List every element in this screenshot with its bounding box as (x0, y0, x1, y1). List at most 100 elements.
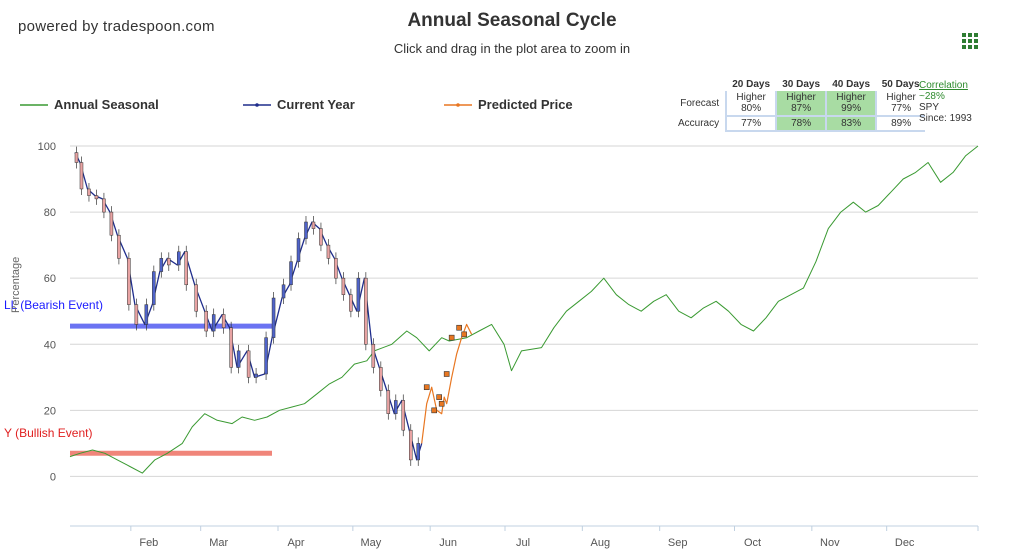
candle (229, 327, 233, 368)
legend-item-current-year[interactable]: Current Year (243, 97, 355, 112)
current-year-line (74, 152, 423, 461)
x-tick-label: Oct (744, 537, 761, 549)
grid-menu-icon[interactable] (962, 33, 980, 51)
x-tick-label: Jul (516, 537, 530, 549)
predicted-marker (438, 400, 445, 407)
candle (304, 221, 308, 239)
candle (152, 271, 156, 305)
candle (379, 367, 383, 391)
accuracy-cell-50: 89% (875, 116, 926, 132)
correlation-value: ~28% (919, 91, 945, 102)
predicted-marker (448, 334, 455, 341)
candle (194, 284, 198, 312)
y-tick-label: 40 (44, 339, 56, 351)
candle (134, 304, 139, 325)
line-swatch-icon (243, 102, 271, 107)
candle (109, 211, 114, 236)
candle (159, 258, 164, 272)
legend-label: Annual Seasonal (54, 97, 159, 112)
candle (289, 261, 293, 286)
legend-item-annual-seasonal[interactable]: Annual Seasonal (20, 97, 159, 112)
candle (221, 314, 226, 328)
candle (416, 443, 420, 461)
legend-label: Current Year (277, 97, 355, 112)
candle (127, 258, 131, 305)
chart-subtitle: Click and drag in the plot area to zoom … (393, 41, 631, 56)
y-tick-label: 60 (44, 273, 56, 285)
legend-item-predicted-price[interactable]: Predicted Price (444, 97, 573, 112)
candle (184, 251, 188, 286)
x-tick-label: Nov (820, 537, 840, 549)
candle (144, 304, 149, 325)
y-tick-label: 0 (50, 471, 56, 483)
accuracy-cell-20: 77% (725, 116, 777, 132)
candle (371, 344, 376, 368)
predicted-marker (456, 324, 462, 331)
candle (87, 188, 91, 196)
legend-label: Predicted Price (478, 97, 573, 112)
candle (281, 284, 286, 299)
candle (102, 198, 106, 213)
bearish-event-label: LL (Bearish Event) (4, 298, 103, 312)
forecast-label: Forecast (680, 98, 720, 109)
x-tick-label: May (360, 537, 381, 549)
candle (236, 350, 241, 368)
x-tick-label: Sep (668, 537, 688, 549)
predicted-marker (461, 331, 467, 338)
candle (409, 429, 413, 461)
x-tick-label: Jun (439, 537, 457, 549)
y-tick-label: 80 (44, 207, 56, 219)
predicted-marker (423, 384, 430, 391)
accuracy-label: Accuracy (678, 118, 720, 129)
candle (349, 294, 353, 312)
x-tick-label: Aug (591, 537, 611, 549)
candle (311, 221, 316, 229)
correlation-box: Correlation ~28% SPY Since: 1993 (919, 80, 972, 124)
y-tick-label: 100 (38, 141, 56, 153)
x-tick-label: Feb (139, 537, 158, 549)
header-40-days: 40 Days (832, 79, 871, 90)
candle (319, 228, 323, 246)
candle (401, 400, 406, 431)
accuracy-cell-30: 78% (775, 116, 827, 132)
candle (74, 152, 79, 163)
line-swatch-icon (444, 102, 472, 107)
forecast-table: 20 Days 30 Days 40 Days 50 Days Forecast… (676, 78, 926, 132)
annual-seasonal-line (69, 145, 979, 474)
correlation-symbol: SPY (919, 102, 940, 113)
forecast-cell-50: Higher 77% (875, 91, 926, 117)
x-tick-label: Apr (287, 537, 304, 549)
forecast-cell-30: Higher 87% (775, 91, 827, 117)
forecast-cell-40: Higher 99% (825, 91, 877, 117)
candle (334, 258, 338, 279)
predicted-marker (431, 407, 437, 414)
header-20-days: 20 Days (732, 79, 771, 90)
candle (254, 373, 258, 378)
candle (117, 234, 121, 259)
candle (204, 310, 208, 332)
predicted-price-line (421, 323, 473, 444)
y-tick-label: 20 (44, 405, 56, 417)
bullish-event-label: Y (Bullish Event) (4, 426, 93, 440)
x-tick-label: Dec (895, 537, 915, 549)
candle (177, 251, 181, 266)
chart-title: Annual Seasonal Cycle (407, 10, 617, 31)
x-tick-label: Mar (209, 537, 228, 549)
accuracy-cell-40: 83% (825, 116, 877, 132)
candle (79, 162, 84, 190)
correlation-link[interactable]: Correlation (919, 80, 968, 91)
candle (394, 400, 398, 414)
candle (211, 314, 216, 332)
candle (296, 238, 301, 262)
candle (341, 277, 346, 295)
candle (167, 258, 171, 266)
candle (386, 390, 391, 414)
predicted-marker (443, 371, 450, 377)
candle (356, 277, 361, 312)
candle (326, 244, 331, 259)
predicted-marker (436, 394, 442, 400)
candle (271, 297, 276, 338)
header-50-days: 50 Days (881, 79, 920, 90)
correlation-since: Since: 1993 (919, 113, 972, 124)
